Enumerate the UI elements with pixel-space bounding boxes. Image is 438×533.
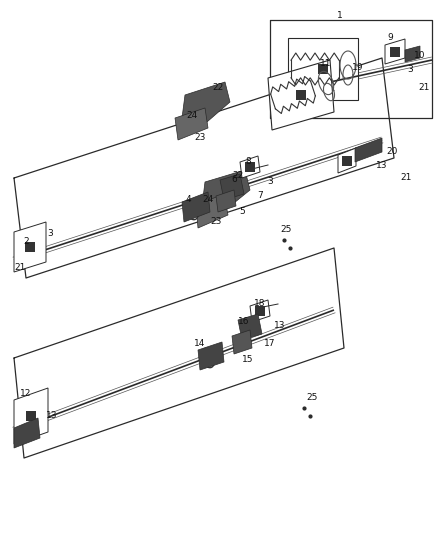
Polygon shape	[355, 138, 382, 162]
Polygon shape	[14, 388, 48, 444]
Polygon shape	[198, 342, 224, 370]
Text: 1: 1	[337, 11, 343, 20]
Polygon shape	[175, 108, 208, 140]
Text: 3: 3	[267, 177, 273, 187]
Text: 25: 25	[280, 225, 292, 235]
Text: 8: 8	[245, 157, 251, 166]
Polygon shape	[25, 242, 35, 252]
Text: 15: 15	[242, 356, 254, 365]
Text: 23: 23	[210, 217, 222, 227]
Text: 12: 12	[20, 389, 32, 398]
Polygon shape	[26, 411, 36, 421]
Polygon shape	[240, 156, 260, 178]
Text: 19: 19	[352, 63, 364, 72]
Polygon shape	[182, 82, 230, 128]
Text: 5: 5	[239, 207, 245, 216]
Text: 6: 6	[231, 175, 237, 184]
Polygon shape	[245, 162, 255, 172]
Text: 4: 4	[185, 196, 191, 205]
Text: 22: 22	[212, 84, 224, 93]
Polygon shape	[318, 64, 328, 74]
Text: 14: 14	[194, 340, 206, 349]
Text: 9: 9	[387, 34, 393, 43]
Text: 2: 2	[23, 238, 29, 246]
Text: 24: 24	[187, 110, 198, 119]
Text: 25: 25	[306, 393, 318, 402]
Text: 13: 13	[274, 320, 286, 329]
Text: 7: 7	[257, 191, 263, 200]
Text: 13: 13	[46, 411, 58, 421]
Text: 16: 16	[238, 318, 250, 327]
Polygon shape	[202, 170, 250, 215]
Polygon shape	[268, 60, 334, 130]
Polygon shape	[238, 314, 262, 340]
Text: 21: 21	[418, 84, 430, 93]
Text: 3: 3	[47, 230, 53, 238]
Polygon shape	[405, 46, 420, 62]
Text: 11: 11	[320, 59, 332, 68]
Polygon shape	[182, 192, 210, 222]
Polygon shape	[255, 306, 265, 316]
Text: 21: 21	[400, 174, 412, 182]
Polygon shape	[288, 38, 358, 100]
Text: 17: 17	[264, 340, 276, 349]
Text: 22: 22	[233, 171, 244, 180]
Polygon shape	[232, 330, 252, 354]
Polygon shape	[338, 148, 356, 173]
Polygon shape	[14, 418, 40, 448]
Text: 20: 20	[386, 148, 398, 157]
Polygon shape	[220, 174, 244, 200]
Polygon shape	[385, 39, 405, 64]
Text: 13: 13	[376, 161, 388, 171]
Polygon shape	[296, 90, 306, 100]
Polygon shape	[250, 300, 270, 322]
Polygon shape	[14, 222, 46, 272]
Text: 3: 3	[407, 64, 413, 74]
Text: 18: 18	[254, 300, 266, 309]
Text: 24: 24	[202, 196, 214, 205]
Polygon shape	[196, 194, 228, 228]
Polygon shape	[216, 190, 236, 212]
Text: 10: 10	[414, 52, 426, 61]
Text: 23: 23	[194, 133, 206, 142]
Polygon shape	[390, 46, 400, 56]
Text: 21: 21	[14, 263, 26, 272]
Polygon shape	[342, 156, 352, 166]
